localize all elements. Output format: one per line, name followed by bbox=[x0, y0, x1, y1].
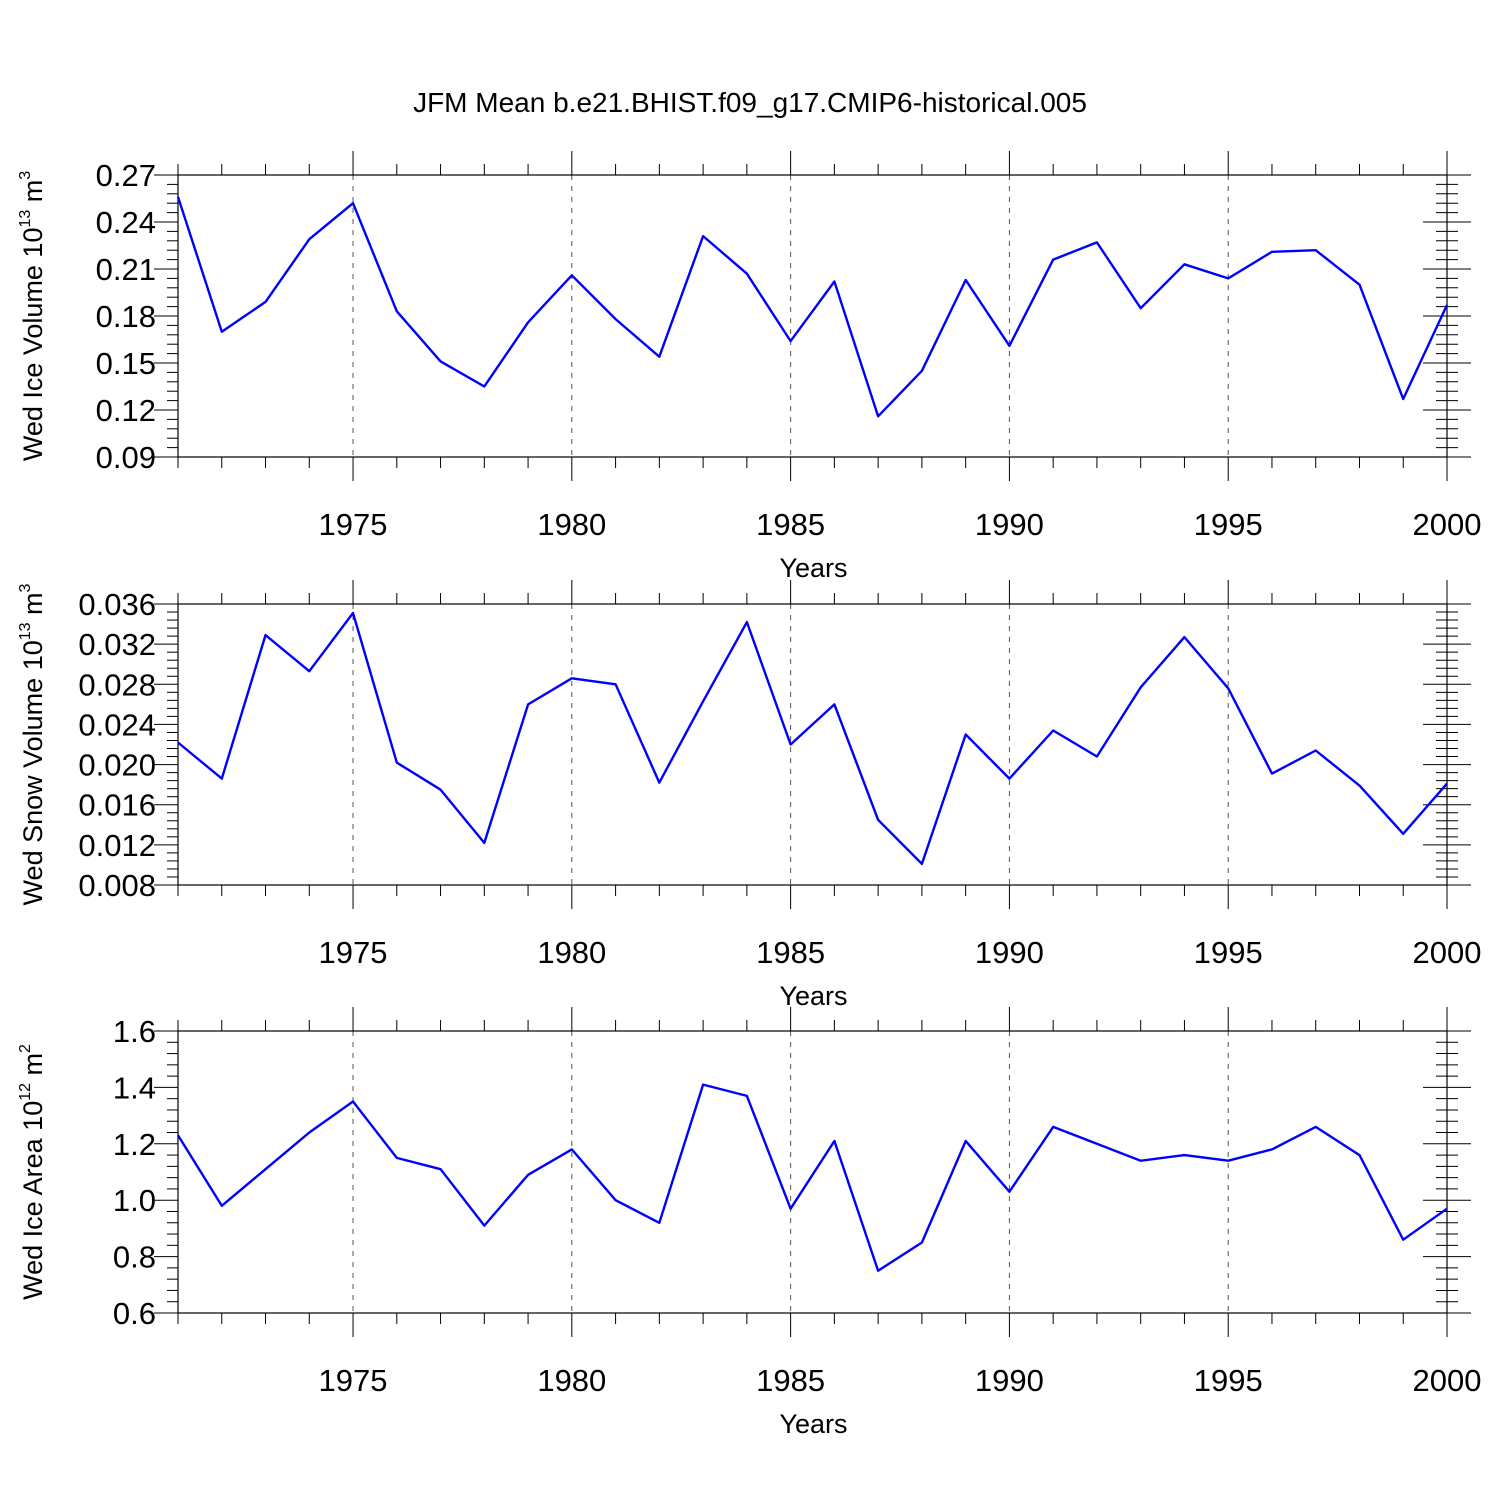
y-axis-label-superscript: 13 bbox=[17, 622, 34, 640]
y-tick-label: 0.09 bbox=[96, 440, 156, 475]
x-tick-label: 1980 bbox=[537, 935, 606, 970]
y-tick-label: 1.4 bbox=[113, 1070, 156, 1105]
data-line bbox=[176, 196, 1449, 418]
x-tick-label: 1985 bbox=[756, 507, 825, 542]
y-tick-label: 0.21 bbox=[96, 252, 156, 287]
y-tick-label: 0.016 bbox=[78, 788, 156, 823]
y-axis-label-text: Wed Snow Volume 10 bbox=[18, 640, 48, 905]
y-tick-label: 1.2 bbox=[113, 1127, 156, 1162]
data-line bbox=[176, 1083, 1448, 1272]
y-axis-label-text: m bbox=[18, 180, 48, 210]
plot-frame bbox=[177, 174, 1448, 458]
x-tick-label: 1975 bbox=[319, 935, 388, 970]
y-axis-label-superscript: 13 bbox=[17, 210, 34, 228]
y-tick-label: 0.024 bbox=[78, 707, 156, 742]
y-tick-label: 0.24 bbox=[96, 205, 156, 240]
x-tick-label: 1995 bbox=[1194, 507, 1263, 542]
y-tick-label: 0.032 bbox=[78, 627, 156, 662]
y-tick-label: 1.0 bbox=[113, 1183, 156, 1218]
y-tick-label: 1.6 bbox=[113, 1014, 156, 1049]
y-axis-label-superscript: 2 bbox=[17, 1044, 34, 1053]
data-line bbox=[177, 611, 1448, 866]
y-tick-label: 0.008 bbox=[78, 868, 156, 903]
x-tick-label: 1990 bbox=[975, 1363, 1044, 1398]
y-axis-label-superscript: 12 bbox=[17, 1083, 34, 1101]
y-axis-label-text: m bbox=[18, 592, 48, 622]
x-tick-label: 1980 bbox=[537, 507, 606, 542]
y-tick-label: 0.036 bbox=[78, 587, 156, 622]
x-tick-label: 1985 bbox=[756, 935, 825, 970]
y-tick-label: 0.6 bbox=[113, 1296, 156, 1331]
x-axis-label: Years bbox=[779, 1409, 847, 1439]
x-tick-label: 1985 bbox=[756, 1363, 825, 1398]
x-tick-label: 1990 bbox=[975, 507, 1044, 542]
x-axis-label: Years bbox=[779, 981, 847, 1011]
y-axis-label-text: Wed Ice Volume 10 bbox=[18, 228, 48, 462]
x-tick-label: 2000 bbox=[1413, 1363, 1482, 1398]
figure-title: JFM Mean b.e21.BHIST.f09_g17.CMIP6-histo… bbox=[413, 87, 1087, 118]
y-axis-label: Wed Ice Area 1012 m2 bbox=[17, 1044, 48, 1300]
plot-frame bbox=[177, 1030, 1448, 1314]
y-tick-label: 0.8 bbox=[113, 1240, 156, 1275]
x-tick-label: 2000 bbox=[1413, 935, 1482, 970]
y-tick-label: 0.18 bbox=[96, 299, 156, 334]
x-tick-label: 1980 bbox=[537, 1363, 606, 1398]
chart-panel-1: 1975 1980 1985 1990 1995 2000 0.09 0.12 0.15 0.18… bbox=[17, 151, 1481, 583]
y-tick-label: 0.12 bbox=[96, 393, 156, 428]
x-tick-label: 1990 bbox=[975, 935, 1044, 970]
y-axis-label-superscript: 3 bbox=[17, 583, 34, 592]
y-axis-label-text: Wed Ice Area 10 bbox=[18, 1101, 48, 1300]
chart-panel-2: 1975 1980 1985 1990 1995 2000 0.008 0.012 0.016 0… bbox=[17, 580, 1481, 1011]
x-tick-label: 2000 bbox=[1413, 507, 1482, 542]
x-tick-label: 1995 bbox=[1194, 935, 1263, 970]
y-tick-label: 0.15 bbox=[96, 346, 156, 381]
y-tick-label: 0.012 bbox=[78, 828, 156, 863]
plot-frame bbox=[177, 603, 1448, 886]
chart-panel-3: 1975 1980 1985 1990 1995 2000 0.6 0.8 1.0 1.2 1.4 1… bbox=[17, 1007, 1481, 1439]
x-tick-label: 1975 bbox=[319, 1363, 388, 1398]
y-tick-label: 0.27 bbox=[96, 158, 156, 193]
y-tick-label: 0.028 bbox=[78, 667, 156, 702]
x-tick-label: 1975 bbox=[319, 507, 388, 542]
y-axis-label: Wed Ice Volume 1013 m3 bbox=[17, 171, 48, 461]
y-axis-label-text: m bbox=[18, 1053, 48, 1083]
y-axis-label: Wed Snow Volume 1013 m3 bbox=[17, 583, 48, 905]
y-axis-label-superscript: 3 bbox=[17, 171, 34, 180]
x-tick-label: 1995 bbox=[1194, 1363, 1263, 1398]
x-axis-label: Years bbox=[779, 553, 847, 583]
y-tick-label: 0.020 bbox=[78, 748, 156, 783]
